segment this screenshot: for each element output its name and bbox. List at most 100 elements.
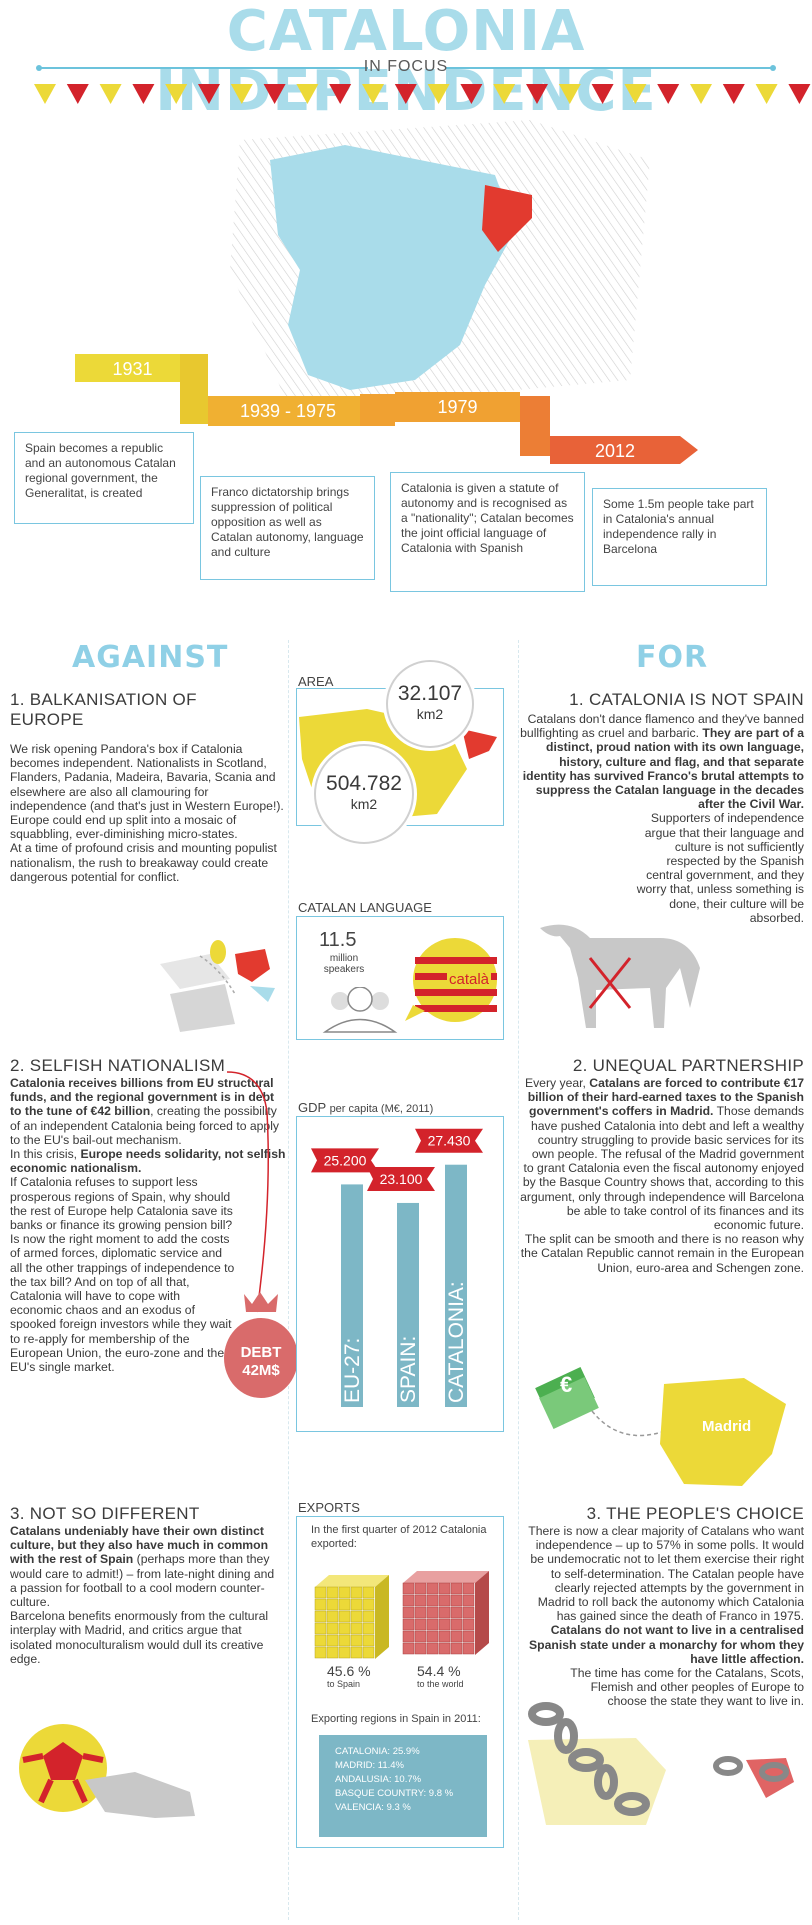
gdp-value-label: 23.100 xyxy=(380,1171,423,1187)
exports-world-label: to the world xyxy=(417,1679,464,1689)
bunting-flag xyxy=(394,84,417,104)
bunting-flag xyxy=(263,84,286,104)
for-2-text-1: Every year, xyxy=(524,1076,590,1090)
gdp-category-label: EU-27: xyxy=(341,1338,364,1403)
bunting-flag xyxy=(230,84,253,104)
against-2-para-1: Catalonia receives billions from EU stru… xyxy=(10,1076,288,1147)
people-icon xyxy=(322,987,398,1033)
for-1-para-2: Supporters of independence argue that th… xyxy=(636,811,804,925)
for-3-body: There is now a clear majority of Catalan… xyxy=(520,1524,804,1709)
exports-intro: In the first quarter of 2012 Catalonia e… xyxy=(311,1524,487,1550)
money-flow-arrow xyxy=(591,1410,666,1437)
against-3-title: 3. NOT SO DIFFERENT xyxy=(10,1504,200,1523)
against-1-title: 1. BALKANISATION OF EUROPE xyxy=(10,690,197,729)
ribbon-arrow xyxy=(680,436,698,464)
catalonia-shape xyxy=(482,185,532,252)
debt-string xyxy=(226,1071,269,1313)
debt-label-line-2: 42M$ xyxy=(242,1362,280,1379)
timeline-ribbon-2012: 2012 xyxy=(550,436,680,464)
timeline-callout-1931: Spain becomes a republic and an autonomo… xyxy=(14,432,194,524)
for-2-title: 2. UNEQUAL PARTNERSHIP xyxy=(572,1056,804,1075)
gdp-bar xyxy=(341,1184,363,1407)
gdp-value-label: 27.430 xyxy=(428,1133,471,1149)
for-2-para-1: Every year, Catalans are forced to contr… xyxy=(520,1076,804,1232)
gdp-category-label: CATALONIA: xyxy=(445,1281,468,1403)
catalonia-area-unit: km2 xyxy=(416,706,444,722)
for-2-bold-1: Catalans are forced to contribute €17 bi… xyxy=(527,1076,804,1119)
bunting-flag xyxy=(788,84,811,104)
bunting-flag xyxy=(165,84,188,104)
gdp-category-label: SPAIN: xyxy=(397,1336,420,1403)
speakers-word: speakers xyxy=(323,964,365,975)
against-heading: AGAINST xyxy=(72,640,229,675)
against-3-text-1: (perhaps more than they would care to ad… xyxy=(10,1552,275,1610)
bunting-flag xyxy=(460,84,483,104)
football-boot-illustration xyxy=(19,1724,195,1818)
gdp-bar xyxy=(445,1164,467,1407)
against-1-para-1: We risk opening Pandora's box if Catalon… xyxy=(10,742,284,842)
against-3-bold-1: Catalans undeniably have their own disti… xyxy=(10,1524,269,1567)
exports-regions-title: Exporting regions in Spain in 2011: xyxy=(311,1713,481,1725)
against-2-para-3: If Catalonia refuses to support less pro… xyxy=(10,1175,233,1233)
region-catalonia: CATALONIA: 25.9% xyxy=(335,1746,420,1757)
madrid-map xyxy=(660,1378,786,1486)
gdp-bar xyxy=(397,1202,419,1407)
broken-chain-map-illustration xyxy=(528,1702,794,1825)
against-3-para-1: Catalans undeniably have their own disti… xyxy=(10,1524,282,1609)
bunting-flag xyxy=(362,84,384,104)
language-panel: 11.5 million speakers català xyxy=(296,916,504,1040)
against-3-para-2: Barcelona benefits enormously from the c… xyxy=(10,1609,269,1666)
ribbon-connector-2 xyxy=(360,394,395,426)
spain-area-unit: km2 xyxy=(350,796,378,812)
timeline-callout-1939: Franco dictatorship brings suppression o… xyxy=(200,476,375,580)
bunting-flag xyxy=(66,84,89,104)
bunting-flag xyxy=(624,84,647,104)
gdp-value-flag xyxy=(367,1166,435,1191)
region-basque-country: BASQUE COUNTRY: 9.8 % xyxy=(335,1788,454,1799)
column-divider-right xyxy=(518,640,519,1920)
catalonia-area-bubble: 32.107 km2 xyxy=(386,660,474,748)
euro-symbol: € xyxy=(560,1372,573,1397)
year-1979-label: 1979 xyxy=(437,397,478,417)
against-2-title: 2. SELFISH NATIONALISM xyxy=(10,1056,226,1075)
region-andalusia: ANDALUSIA: 10.7% xyxy=(335,1774,422,1785)
gdp-value-flag xyxy=(311,1148,379,1173)
against-2-para-4: Is now the right moment to add the costs… xyxy=(10,1232,235,1375)
against-2-bold-1: Catalonia receives billions from EU stru… xyxy=(10,1076,275,1119)
euro-notes-icon xyxy=(535,1367,599,1429)
bunting-flag xyxy=(132,84,155,104)
bunting-flag xyxy=(427,84,450,104)
bunting-flag xyxy=(296,84,319,104)
catala-label: català xyxy=(447,971,492,988)
catalonia-area-value: 32.107 xyxy=(397,682,463,705)
rule-dot-left xyxy=(36,65,42,71)
for-3-para-3: The time has come for the Catalans, Scot… xyxy=(570,1666,804,1709)
debt-label: DEBT 42M$ xyxy=(222,1344,300,1380)
gdp-value-label: 25.200 xyxy=(324,1152,367,1168)
spain-area-bubble: 504.782 km2 xyxy=(314,744,414,844)
against-2-para-2: In this crisis, Europe needs solidarity,… xyxy=(10,1147,288,1175)
year-1931-label: 1931 xyxy=(112,359,153,379)
spain-map xyxy=(230,120,650,410)
exports-panel: In the first quarter of 2012 Catalonia e… xyxy=(296,1516,504,1848)
timeline-ribbon-1931: 1931 xyxy=(75,354,190,382)
spain-shape xyxy=(270,145,515,390)
subtitle-rule-left xyxy=(40,67,368,69)
timeline-ribbon-1979: 1979 xyxy=(395,392,520,422)
speakers-caption: million speakers xyxy=(319,953,369,975)
for-1-bold-1: They are part of a distinct, proud natio… xyxy=(522,726,804,812)
for-heading: FOR xyxy=(636,640,709,675)
bunting-flag xyxy=(755,84,778,104)
for-1-text-1: Catalans don't dance flamenco and they'v… xyxy=(520,712,804,741)
timeline-callout-1979: Catalonia is given a statute of autonomy… xyxy=(390,472,585,592)
bunting-flag xyxy=(329,84,352,104)
bunting-flag xyxy=(34,84,56,104)
exports-label: EXPORTS xyxy=(298,1500,360,1515)
gdp-value-flag xyxy=(415,1128,483,1153)
timeline-callout-2012: Some 1.5m people take part in Catalonia'… xyxy=(592,488,767,586)
exports-cubes xyxy=(314,1571,489,1659)
exports-regions-box: CATALONIA: 25.9% MADRID: 11.4% ANDALUSIA… xyxy=(319,1735,487,1837)
against-3-body: Catalans undeniably have their own disti… xyxy=(10,1524,282,1666)
exports-world-pct: 54.4 % xyxy=(417,1663,461,1679)
debt-bag-icon xyxy=(224,1292,298,1398)
